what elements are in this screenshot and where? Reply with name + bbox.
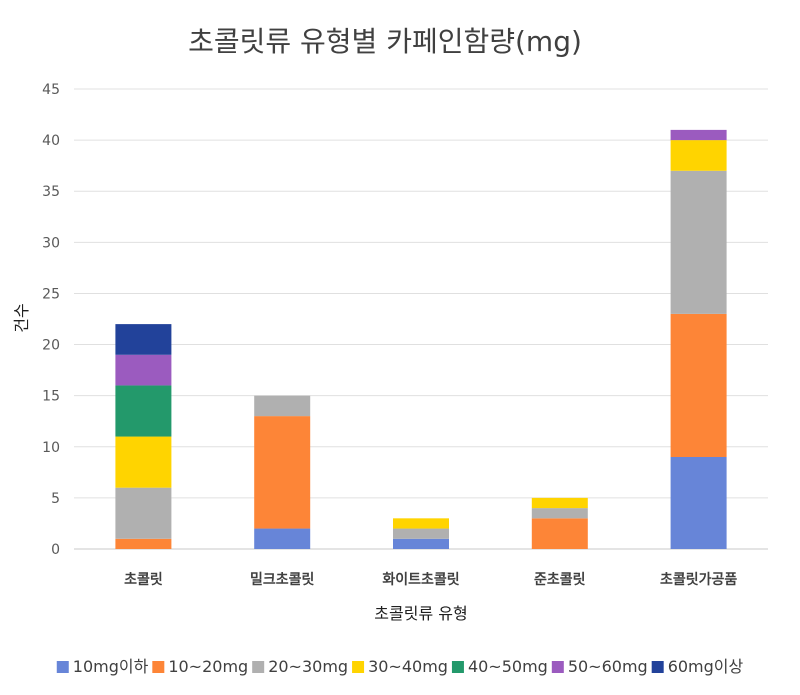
bar-segment xyxy=(393,518,449,529)
y-tick-label: 5 xyxy=(51,491,60,507)
legend-item: 20~30mg xyxy=(252,657,348,676)
y-tick-label: 45 xyxy=(42,82,60,98)
bar-segment xyxy=(531,497,588,509)
bar-segment xyxy=(115,385,172,437)
bar-segment xyxy=(254,528,311,549)
x-axis-title: 초콜릿류 유형 xyxy=(374,604,467,623)
chart-title: 초콜릿류 유형별 카페인함량(mg) xyxy=(188,25,582,58)
x-category-label: 밀크초콜릿 xyxy=(250,571,315,588)
bar-segment xyxy=(531,518,588,549)
bar-segment xyxy=(670,140,727,171)
bar-segment xyxy=(254,395,311,417)
x-category-label: 준초콜릿 xyxy=(534,571,586,588)
bar-segment xyxy=(115,487,172,539)
y-tick-label: 30 xyxy=(42,235,60,251)
legend-label: 10~20mg xyxy=(168,657,248,676)
legend-item: 30~40mg xyxy=(352,657,448,676)
legend-label: 10mg이하 xyxy=(73,657,149,676)
y-tick-labels: 0 5 10 15 20 25 30 35 40 45 xyxy=(42,82,60,558)
bar-segment xyxy=(670,313,727,457)
x-category-label: 화이트초콜릿 xyxy=(382,571,459,588)
bar-segment xyxy=(254,416,311,529)
legend-item: 40~50mg xyxy=(451,657,548,676)
bar-segment xyxy=(670,170,727,314)
y-tick-label: 0 xyxy=(51,542,60,558)
bar-segment xyxy=(670,457,727,549)
legend-swatch xyxy=(551,661,564,673)
legend-label: 20~30mg xyxy=(268,657,348,676)
bar-segment xyxy=(115,324,172,355)
bar-segment xyxy=(115,538,172,549)
legend-swatch xyxy=(451,661,464,673)
bar-segment xyxy=(115,436,172,488)
legend-item: 10~20mg xyxy=(152,657,248,676)
bar-segment xyxy=(531,508,588,519)
legend-label: 40~50mg xyxy=(468,657,548,676)
y-tick-label: 40 xyxy=(42,133,60,149)
x-category-label: 초콜릿 xyxy=(124,571,163,588)
bars xyxy=(115,129,727,549)
legend-swatch xyxy=(352,661,365,673)
legend-item: 50~60mg xyxy=(551,657,648,676)
y-tick-label: 35 xyxy=(42,184,60,200)
bar-segment xyxy=(670,129,727,141)
bar-segment xyxy=(115,354,172,386)
x-category-label: 초콜릿가공품 xyxy=(660,571,737,588)
y-tick-label: 20 xyxy=(42,338,60,354)
bar-segment xyxy=(393,528,449,539)
legend-item: 60mg이상 xyxy=(651,657,744,676)
legend-swatch xyxy=(56,661,69,673)
y-tick-label: 25 xyxy=(42,286,60,302)
y-tick-label: 10 xyxy=(42,440,60,456)
legend-swatch xyxy=(252,661,265,673)
y-axis-title: 건수 xyxy=(12,303,31,332)
legend-item: 10mg이하 xyxy=(56,657,149,676)
gridlines xyxy=(74,88,768,550)
x-category-labels: 초콜릿 밀크초콜릿 화이트초콜릿 준초콜릿 초콜릿가공품 xyxy=(124,571,737,588)
bar-segment xyxy=(393,538,449,549)
legend-swatch xyxy=(651,661,664,673)
legend-label: 30~40mg xyxy=(368,657,448,676)
legend-label: 60mg이상 xyxy=(668,657,744,676)
legend-swatch xyxy=(152,661,165,673)
legend-label: 50~60mg xyxy=(568,657,648,676)
legend: 10mg이하 10~20mg 20~30mg 30~40mg 40~50mg 50~60m… xyxy=(56,657,744,676)
y-tick-label: 15 xyxy=(42,389,60,405)
